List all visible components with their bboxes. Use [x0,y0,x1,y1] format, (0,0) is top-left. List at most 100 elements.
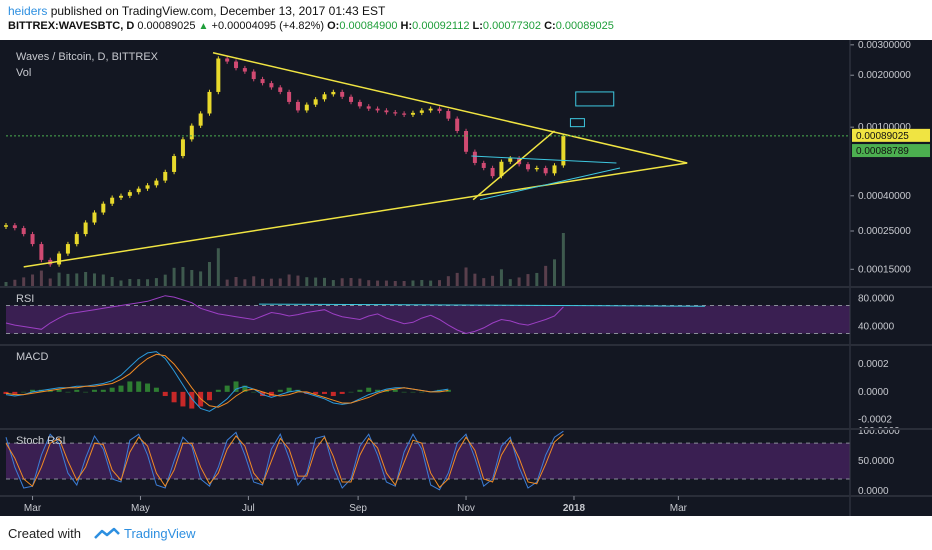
macd-histogram-bar [233,381,239,392]
x-tick-label: Mar [670,503,688,514]
candle-body [366,106,371,109]
macd-histogram-bar [286,387,292,392]
candle-body [437,108,442,112]
candle-body [242,68,247,72]
volume-bar [172,267,176,286]
stoch-rsi-title: Stoch RSI [16,435,66,447]
macd-histogram-bar [224,385,230,392]
rsi-tick-label: 80.0000 [858,294,895,305]
candle-body [30,234,35,245]
macd-histogram-bar [251,391,257,393]
candle-body [508,158,513,162]
volume-bar [429,280,433,286]
up-arrow-icon: ▲ [198,21,209,32]
signal-line [5,353,449,408]
channel-upper-line [471,155,617,164]
candle-body [428,108,433,111]
macd-histogram-bar [65,391,71,393]
candle-body [83,222,88,235]
candle-body [455,118,460,131]
volume-bar [491,275,495,286]
header: heiders published on TradingView.com, De… [0,0,932,40]
macd-histogram-bar [392,389,398,392]
price-tick-label: 0.00015000 [858,264,911,275]
candle-body [65,244,70,254]
volume-bar [92,273,96,286]
macd-histogram-bar [162,391,168,397]
open-label: O: [327,20,340,32]
macd-histogram-bar [313,391,319,394]
volume-bar [22,277,26,286]
candle-body [172,156,177,172]
volume-bar [190,270,194,286]
candle-body [552,165,557,174]
macd-histogram-bar [12,391,18,394]
upper-trendline [212,51,688,164]
macd-histogram-bar [330,391,336,397]
candle-body [313,99,318,105]
macd-histogram-bar [410,391,416,393]
x-tick-label: Sep [349,503,367,514]
candle-body [127,192,132,196]
rsi-trendline [259,303,705,307]
volume-bar [402,281,406,286]
target-box [575,91,615,107]
volume-bar [473,273,477,286]
close-label: C: [544,20,556,32]
macd-tick-label: -0.0002 [858,415,892,426]
target-box-small [569,118,585,128]
candle-body [57,253,62,265]
volume-bar [243,279,247,286]
candle-body [189,125,194,140]
candle-body [534,167,539,170]
candle-body [561,135,566,166]
volume-label: Vol [16,67,31,79]
stoch-tick-label: 100.0000 [858,426,900,437]
volume-bar [39,270,43,286]
candle-body [251,71,256,80]
author-link[interactable]: heiders [8,4,48,18]
volume-bar [278,278,282,286]
published-text: published on TradingView.com, December 1… [50,4,386,18]
candle-body [322,94,327,100]
last-price-badge-text: 0.00089025 [856,131,909,142]
chart-svg[interactable]: Waves / Bitcoin, D, BITTREX Vol 0.00300000… [0,40,932,516]
volume-bar [225,279,229,286]
volume-bar [66,273,70,286]
candle-body [349,96,354,102]
macd-line [5,351,449,412]
macd-histogram-bar [118,385,124,392]
candle-body [419,110,424,113]
candle-body [136,188,141,193]
x-tick-label: 2018 [563,503,586,514]
macd-histogram-bar [3,391,9,394]
macd-histogram-bar [206,391,212,401]
candle-body [304,104,309,111]
rsi-pane: RSI 80.0000 40.0000 [5,293,895,335]
candle-body [295,101,300,111]
price-tick-label: 0.00300000 [858,40,911,51]
candle-body [499,161,504,177]
volume-bar [340,278,344,286]
candle-body [92,212,97,223]
open-value: 0.00084900 [339,20,398,32]
price-tick-label: 0.00200000 [858,70,911,81]
candle-body [110,197,115,204]
candle-body [340,91,345,97]
rsi-band [6,305,850,334]
candle-body [207,91,212,114]
volume-bar [181,267,185,286]
volume-bar [535,272,539,286]
volume-bar [367,280,371,286]
candle-body [163,171,168,181]
volume-bar [349,278,353,286]
volume-bar [252,276,256,286]
wedge-breakout-line [472,130,555,201]
x-tick-label: Nov [457,503,475,514]
macd-histogram-bar [171,391,177,403]
macd-histogram-bar [268,391,274,397]
candle-body [464,130,469,152]
tradingview-brand-link[interactable]: TradingView [124,526,196,541]
candle-body [446,111,451,119]
macd-histogram-bar [91,389,97,392]
